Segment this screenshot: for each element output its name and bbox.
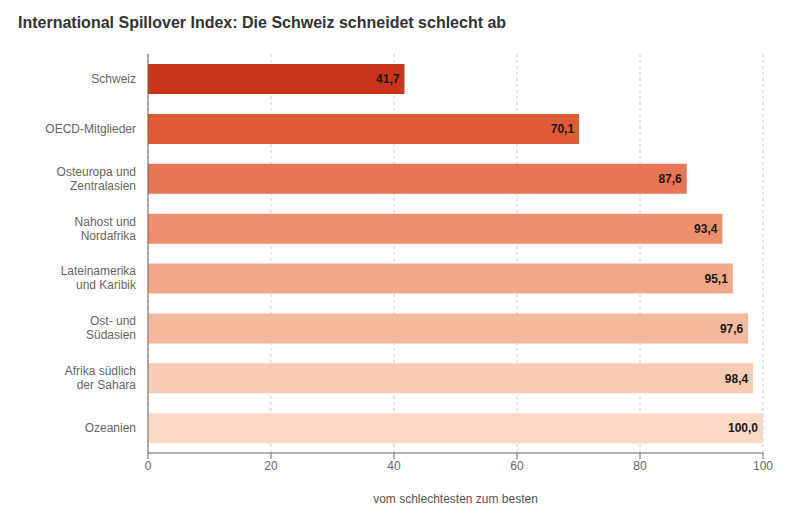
svg-text:20: 20 (264, 459, 278, 473)
svg-text:0: 0 (145, 459, 152, 473)
svg-text:93,4: 93,4 (694, 222, 718, 236)
svg-text:Lateinamerikaund Karibik: Lateinamerikaund Karibik (61, 264, 137, 292)
svg-text:Ost- undSüdasien: Ost- undSüdasien (86, 314, 136, 342)
svg-text:vom schlechtesten zum besten: vom schlechtesten zum besten (373, 492, 538, 506)
svg-text:70,1: 70,1 (551, 122, 575, 136)
svg-text:Ozeanien: Ozeanien (85, 421, 136, 435)
svg-text:Osteuropa undZentralasien: Osteuropa undZentralasien (57, 165, 136, 193)
svg-text:Nahost undNordafrika: Nahost undNordafrika (75, 215, 137, 243)
svg-text:100,0: 100,0 (728, 421, 758, 435)
svg-text:Schweiz: Schweiz (91, 72, 136, 86)
svg-text:98,4: 98,4 (725, 372, 749, 386)
svg-text:87,6: 87,6 (658, 172, 682, 186)
svg-text:60: 60 (510, 459, 524, 473)
svg-text:40: 40 (387, 459, 401, 473)
html-text:International Spillover Index:: International Spillover Index: Die Schwe… (18, 14, 507, 31)
svg-text:100: 100 (753, 459, 773, 473)
svg-text:Afrika südlichder Sahara: Afrika südlichder Sahara (65, 364, 137, 392)
svg-text:41,7: 41,7 (376, 72, 400, 86)
svg-text:OECD-Mitglieder: OECD-Mitglieder (45, 122, 136, 136)
svg-text:80: 80 (633, 459, 647, 473)
svg-text:95,1: 95,1 (705, 272, 729, 286)
svg-text:97,6: 97,6 (720, 322, 744, 336)
